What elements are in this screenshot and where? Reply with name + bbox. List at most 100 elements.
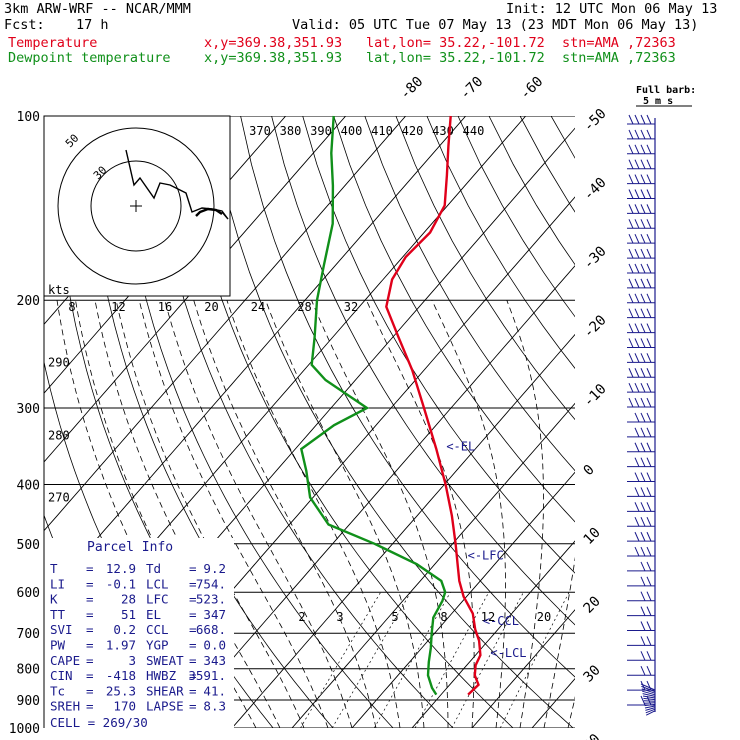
theta-label: 280 [48,429,70,443]
isotherm-label: -70 [457,74,486,103]
wind-barb-flag [640,248,646,259]
parcel-info-value: 754. [196,576,226,591]
wind-barb-flag [640,338,646,348]
dry-adiabat-line [426,116,575,369]
wind-barb-flag [646,531,652,542]
wind-barb [627,114,655,125]
wind-barb [627,368,655,378]
wind-barb-flag [640,278,646,289]
wind-barb-flag [640,189,646,199]
temperature-station: stn=AMA ,72363 [562,35,676,51]
parcel-info-key: CELL = 269/30 [50,715,148,730]
level-marker: <-CCL [483,614,519,628]
parcel-info-key: SWEAT [146,653,184,668]
wind-barb [627,457,655,468]
wind-barb-flag [640,233,646,244]
isotherm-label: -10 [581,381,610,410]
wind-barb-low [642,695,656,699]
hodograph-area [57,127,229,285]
mixing-ratio-label: 2 [298,610,305,624]
wind-barb-low [640,683,656,691]
isotherm-line [531,678,575,728]
wind-barb [627,442,655,453]
moist-adiabat-line [164,300,353,728]
parcel-info-eq: = [189,622,197,637]
parcel-info-key: SREH [50,699,80,714]
parcel-info-eq: = [189,607,197,622]
dry-adiabat-line [488,116,575,266]
wind-barb-flag [646,517,652,527]
mixing-ratio-top-label: 12 [111,300,125,314]
moist-adiabat-line [567,696,575,728]
pressure-label: 100 [17,110,40,125]
moist-adiabat-line [506,300,544,728]
wind-barb-flag [646,263,652,274]
wind-barb [627,531,655,542]
level-marker: <-LFC [468,549,504,563]
moist-adiabat-line [592,300,701,728]
wind-barb-low [641,685,656,693]
wind-barb-flag [640,129,646,140]
mixing-ratio-top-label: 24 [251,300,265,314]
full-barb-label: Full barb: [636,85,696,96]
wind-barb [627,651,655,661]
wind-barb-flag [634,353,640,363]
isotherm-line [171,265,575,728]
isotherm-label: -60 [517,74,546,103]
wind-barb [627,278,655,289]
hodograph-trace [125,149,229,220]
parcel-info-key: LI [50,576,65,591]
parcel-info-value: 668. [196,622,226,637]
wind-barb-flag [634,114,640,125]
parcel-info-key: SVI [50,622,73,637]
moist-adiabat-line [366,300,475,728]
parcel-info-eq: = [86,592,94,607]
parcel-info-value: 523. [196,592,226,607]
parcel-info-value: 0.2 [113,622,136,637]
temperature-legend: Temperature [8,35,98,51]
wind-barb-flag [646,591,652,601]
parcel-info-key: CAPE [50,653,80,668]
isotherm-label: 20 [581,593,604,616]
pressure-label: 500 [17,538,40,553]
theta-label: 410 [371,124,393,138]
isotherm-line [471,609,575,728]
mixing-ratio-label: 20 [537,610,551,624]
wind-barb-flag [640,397,646,408]
wind-barb [627,591,655,602]
parcel-info-eq: = [189,576,197,591]
init-time: Init: 12 UTC Mon 06 May 13 [506,1,718,17]
parcel-info-key: LFC [146,592,169,607]
parcel-info-value: -0.1 [106,576,136,591]
parcel-info-eq: = [86,561,94,576]
hodograph-ring [90,160,182,252]
mixing-ratio-line [331,592,412,728]
isotherm-line [44,116,407,532]
parcel-info-value: 25.3 [106,683,136,698]
parcel-info-key: YGP [146,638,169,653]
dewpoint-legend: Dewpoint temperature [8,50,171,66]
pressure-label: 200 [17,294,40,309]
theta-label: 420 [402,124,424,138]
wind-barb-flag [628,233,634,244]
wind-barb-flag [640,636,646,646]
hodograph-units: kts [48,283,70,297]
parcel-info-eq: = [189,653,197,668]
wind-barb-flag [634,546,640,557]
wind-barb [627,159,655,170]
wind-barb-flag [646,680,652,691]
isotherm-label: 0 [581,462,598,479]
wind-barb-flag [634,323,640,333]
parcel-info-key: EL [146,607,161,622]
wind-barb [627,233,655,244]
dewpoint-profile [299,115,447,696]
wind-barb-low [643,697,656,701]
wind-barb [627,308,655,319]
parcel-info-value: 1.97 [106,638,136,653]
wind-barb-flag [628,129,634,140]
wind-barb-flag [646,278,652,289]
wind-barb-flag [640,546,646,557]
parcel-info-value: 28 [121,592,136,607]
